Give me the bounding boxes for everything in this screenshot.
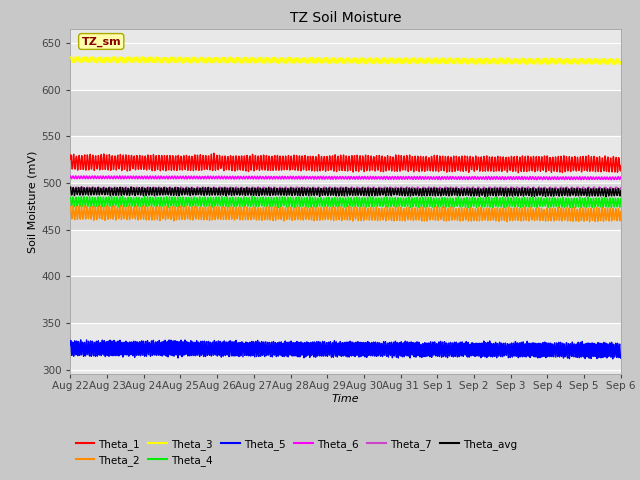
Bar [70,136,621,183]
Bar [70,276,621,323]
X-axis label: Time: Time [332,394,360,404]
Y-axis label: Soil Moisture (mV): Soil Moisture (mV) [28,150,38,253]
Legend: Theta_1, Theta_2, Theta_3, Theta_4, Theta_5, Theta_6, Theta_7, Theta_avg: Theta_1, Theta_2, Theta_3, Theta_4, Thet… [76,439,517,466]
Bar [70,183,621,229]
Bar [70,89,621,136]
Text: TZ_sm: TZ_sm [81,36,121,47]
Bar [70,229,621,276]
Bar [70,43,621,89]
Bar [70,323,621,370]
Title: TZ Soil Moisture: TZ Soil Moisture [290,11,401,25]
